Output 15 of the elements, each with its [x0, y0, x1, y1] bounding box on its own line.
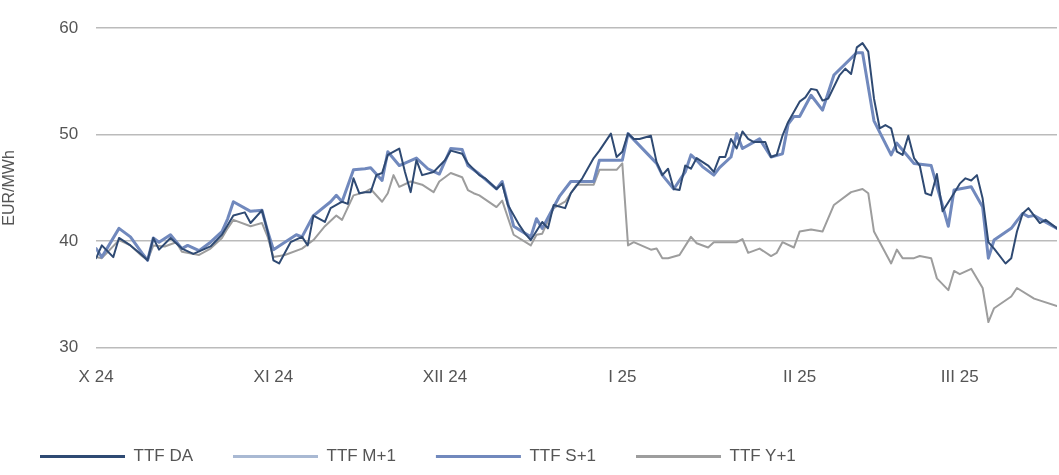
y-tick-label: 60	[59, 17, 79, 37]
y-tick-label: 50	[59, 124, 79, 144]
x-tick-label: II 25	[783, 367, 817, 387]
x-tick-label: I 25	[608, 367, 637, 387]
y-tick-label: 30	[59, 337, 79, 357]
y-tick-label: 40	[59, 230, 79, 250]
x-tick-label: X 24	[78, 367, 114, 387]
x-tick-label: XII 24	[422, 367, 468, 387]
x-tick-label: III 25	[940, 367, 979, 387]
x-tick-label: XI 24	[253, 367, 294, 387]
legend-label: TTF DA	[133, 446, 194, 466]
y-axis-title: EUR/MWh	[0, 150, 18, 226]
legend-label: TTF S+1	[529, 446, 597, 466]
legend-label: TTF Y+1	[729, 446, 796, 466]
legend-label: TTF M+1	[326, 446, 396, 466]
